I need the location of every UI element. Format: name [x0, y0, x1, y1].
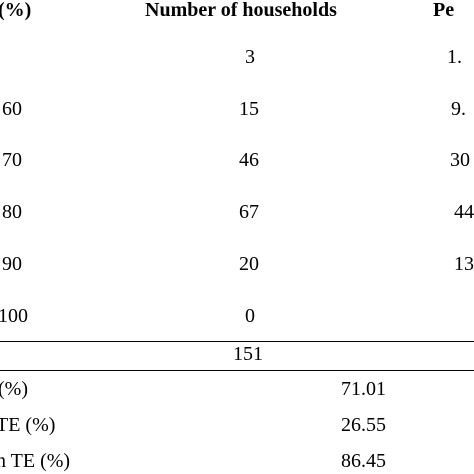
- row-range: 80: [2, 201, 22, 223]
- row-range: 60: [2, 98, 22, 120]
- row-range: 70: [2, 149, 22, 171]
- column-header-households: Number of households: [145, 0, 337, 21]
- row-range: 100: [0, 305, 28, 327]
- total-bottom-rule: [0, 370, 474, 371]
- column-header-percent: Pe: [433, 0, 455, 21]
- row-percent: 1.: [447, 46, 462, 68]
- row-households: 0: [245, 305, 255, 327]
- row-households: 46: [239, 149, 259, 171]
- stat-label: n TE (%): [0, 450, 71, 472]
- stat-value: 86.45: [341, 450, 386, 472]
- row-percent: 13: [454, 253, 474, 275]
- total-value: 151: [233, 343, 263, 365]
- total-top-rule: [0, 341, 474, 342]
- row-households: 20: [239, 253, 259, 275]
- row-range: 90: [2, 253, 22, 275]
- stat-value: 71.01: [341, 378, 386, 400]
- column-header-efficiency: (%): [0, 0, 32, 21]
- stat-value: 26.55: [341, 414, 386, 436]
- row-percent: 44: [454, 201, 474, 223]
- row-percent: 30: [450, 149, 470, 171]
- stat-label: TE (%): [0, 414, 56, 436]
- row-households: 3: [245, 46, 255, 68]
- row-households: 15: [239, 98, 259, 120]
- stat-label: (%): [0, 378, 28, 400]
- row-percent: 9.: [451, 98, 466, 120]
- row-households: 67: [239, 201, 259, 223]
